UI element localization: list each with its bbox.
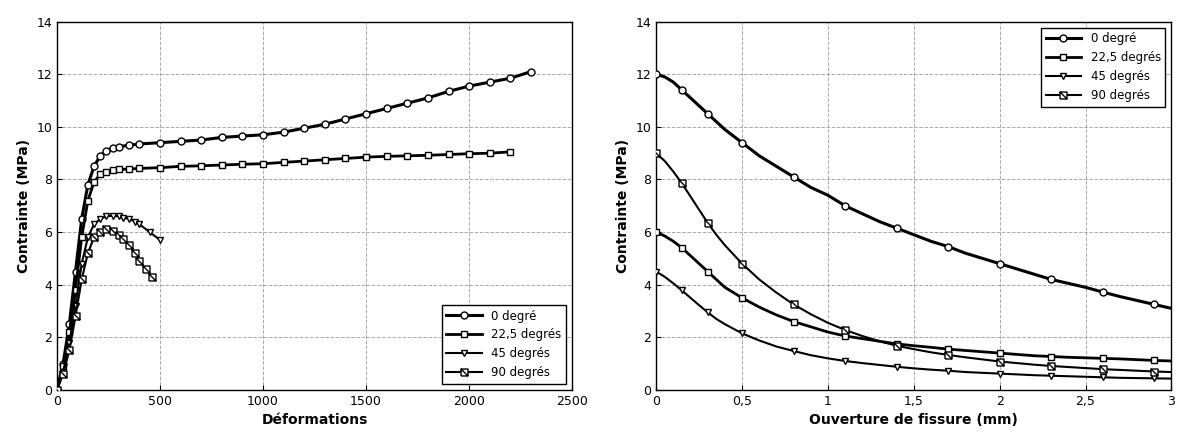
Legend: 0 degré, 22,5 degrés, 45 degrés, 90 degrés: 0 degré, 22,5 degrés, 45 degrés, 90 degr… [442, 305, 566, 384]
X-axis label: Déformations: Déformations [261, 413, 368, 427]
X-axis label: Ouverture de fissure (mm): Ouverture de fissure (mm) [809, 413, 1018, 427]
Y-axis label: Contrainte (MPa): Contrainte (MPa) [17, 139, 31, 273]
Y-axis label: Contrainte (MPa): Contrainte (MPa) [616, 139, 629, 273]
Legend: 0 degré, 22,5 degrés, 45 degrés, 90 degrés: 0 degré, 22,5 degrés, 45 degrés, 90 degr… [1041, 28, 1166, 107]
